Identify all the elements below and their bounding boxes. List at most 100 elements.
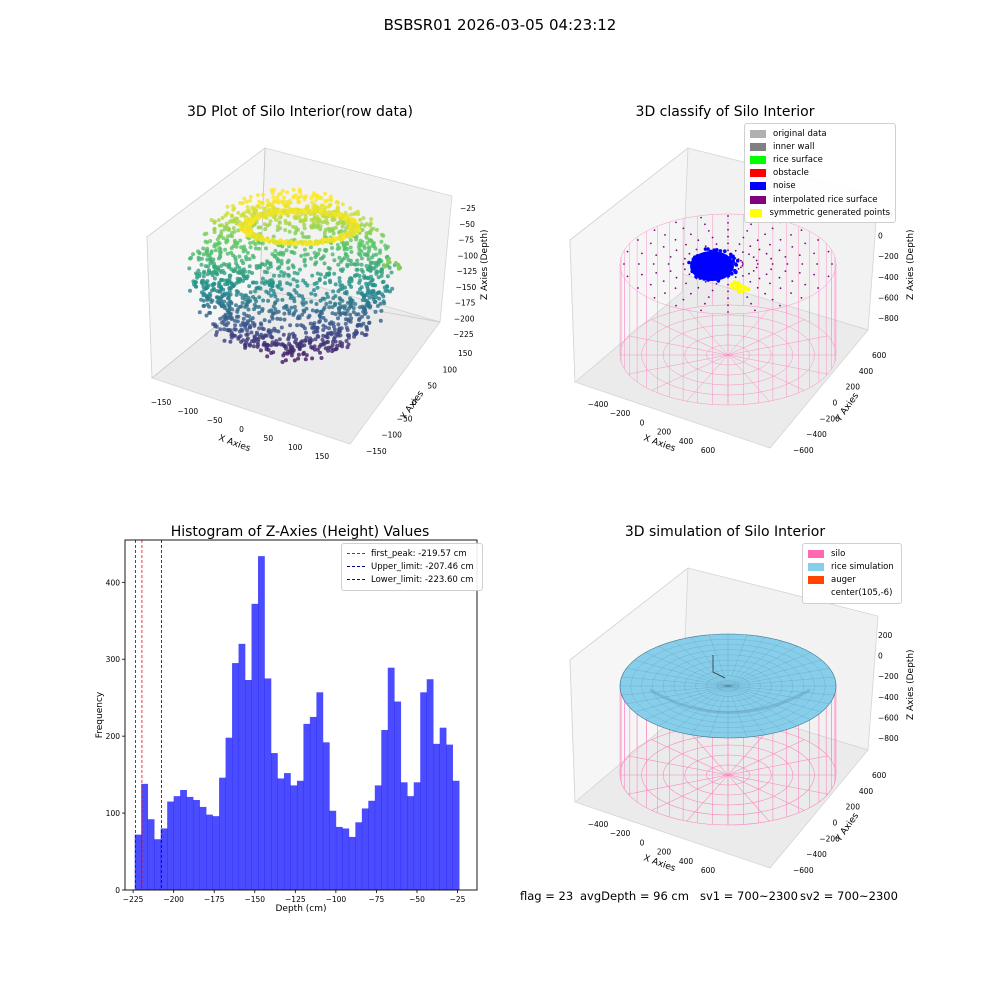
- interpolated-point: [831, 263, 833, 265]
- raw-point: [261, 298, 266, 303]
- raw-point: [324, 302, 329, 306]
- interpolated-point: [715, 243, 718, 246]
- interpolated-point: [727, 228, 729, 231]
- raw-point: [297, 199, 302, 204]
- histogram-bar: [186, 796, 194, 890]
- raw-point: [316, 334, 321, 339]
- legend-entry: auger: [808, 573, 896, 586]
- raw-point: [308, 321, 313, 326]
- raw-point: [231, 207, 236, 212]
- sv2-text: sv2 = 700~2300: [800, 889, 898, 903]
- raw-point: [355, 262, 360, 267]
- raw-point: [318, 256, 323, 261]
- raw-point: [211, 286, 216, 291]
- raw-y-tick: 0: [412, 398, 417, 407]
- raw-point: [244, 199, 249, 204]
- interpolated-point: [817, 287, 819, 289]
- raw-point: [362, 275, 367, 280]
- histogram-bar: [335, 826, 343, 890]
- noise-point: [703, 273, 707, 278]
- raw-point: [333, 294, 338, 299]
- raw-point: [248, 230, 253, 235]
- raw-point: [333, 282, 338, 287]
- raw-point: [362, 312, 367, 316]
- interpolated-point: [827, 275, 830, 278]
- raw-point: [340, 298, 345, 303]
- raw-point: [352, 334, 357, 339]
- raw-point: [361, 216, 366, 221]
- silo-floor-spoke: [628, 774, 729, 795]
- raw-point: [297, 346, 302, 350]
- raw-point: [332, 347, 336, 352]
- simulation-z-tick: 0: [878, 652, 883, 661]
- simulation-y-ticks: −600 −400 −200 0 200 400 600: [793, 771, 887, 875]
- histogram-y-label: Frequency: [95, 691, 105, 738]
- raw-point: [274, 310, 278, 315]
- raw-point: [318, 272, 323, 277]
- interpolated-point: [741, 261, 744, 264]
- raw-point: [308, 245, 313, 250]
- raw-z-tick: −175: [455, 299, 476, 308]
- histogram-bar: [238, 643, 246, 890]
- raw-point: [240, 328, 245, 333]
- raw-point: [331, 289, 336, 294]
- raw-point: [302, 343, 307, 348]
- legend-entry: first_peak: -219.57 cm: [347, 547, 477, 560]
- raw-point: [224, 238, 229, 243]
- raw-point: [264, 246, 268, 251]
- raw-point: [336, 333, 341, 338]
- rice-mesh-spoke: [727, 685, 783, 732]
- raw-point: [332, 258, 337, 263]
- interpolated-point: [690, 233, 692, 236]
- rice-mesh-spoke: [634, 685, 729, 713]
- interpolated-point: [813, 252, 815, 255]
- interpolated-point: [641, 273, 643, 276]
- raw-point: [219, 301, 224, 306]
- raw-point: [248, 194, 253, 199]
- legend-entry: silo: [808, 547, 896, 560]
- raw-point: [339, 259, 343, 264]
- raw-z-label: Z Axies (Depth): [480, 229, 490, 300]
- raw-point: [309, 225, 314, 230]
- histogram-bar: [141, 783, 149, 890]
- raw-point: [342, 256, 347, 261]
- raw-point: [247, 264, 252, 269]
- silo-floor-spoke: [686, 354, 729, 402]
- raw-point: [368, 229, 373, 234]
- raw-point: [270, 280, 275, 285]
- raw-point: [362, 223, 367, 228]
- raw-point: [354, 328, 358, 333]
- raw-point: [351, 310, 356, 315]
- raw-point: [229, 250, 233, 255]
- raw-point: [296, 195, 301, 200]
- raw-point: [324, 219, 329, 223]
- histogram-bar: [193, 800, 200, 890]
- raw-point: [265, 354, 270, 359]
- raw-point: [225, 204, 230, 209]
- legend-entry: original data: [750, 127, 890, 140]
- histogram-bar: [368, 800, 376, 890]
- raw-x-label: X Axies: [217, 433, 252, 454]
- raw-point: [357, 316, 362, 321]
- raw-point: [232, 238, 237, 243]
- raw-point: [280, 360, 285, 364]
- raw-point: [375, 291, 380, 295]
- raw-point: [378, 250, 382, 255]
- raw-point: [244, 332, 249, 337]
- raw-point: [269, 203, 274, 208]
- interpolated-point: [682, 298, 685, 301]
- raw-point: [236, 210, 241, 215]
- raw-point: [279, 261, 284, 266]
- raw-point: [243, 230, 248, 235]
- symmetric-point: [731, 286, 736, 290]
- raw-point: [248, 343, 252, 348]
- raw-point: [268, 211, 273, 216]
- raw-point: [349, 250, 354, 254]
- raw-point: [322, 261, 327, 266]
- raw-point: [237, 254, 242, 259]
- legend-entry: Upper_limit: -207.46 cm: [347, 560, 477, 573]
- raw-point: [357, 241, 362, 246]
- raw-point: [300, 312, 305, 317]
- raw-point: [288, 323, 293, 328]
- histogram-bar: [309, 716, 317, 890]
